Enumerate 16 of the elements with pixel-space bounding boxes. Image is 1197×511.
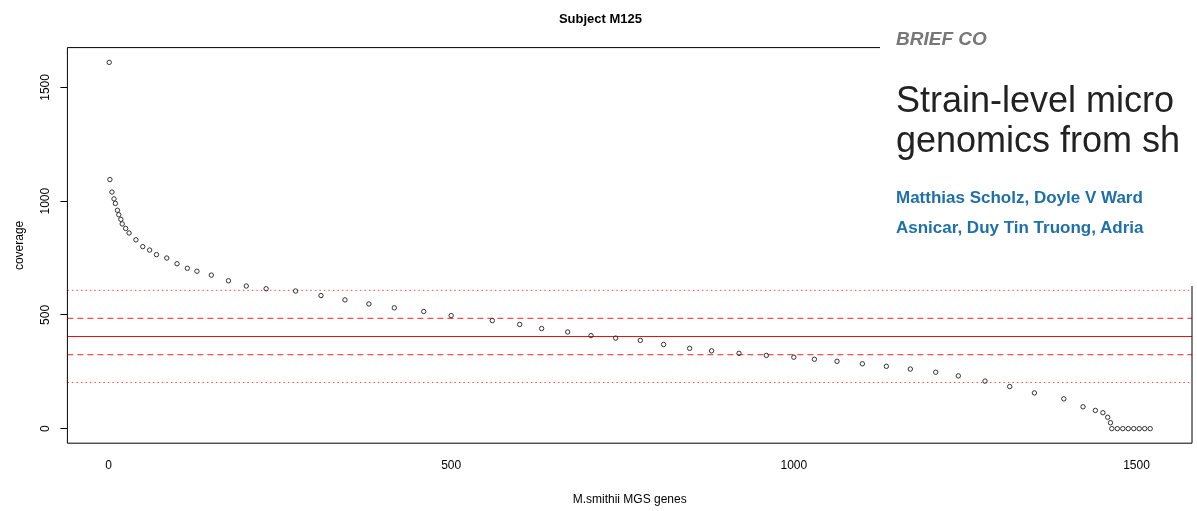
y-axis-title: coverage <box>11 220 26 271</box>
x-tick-label: 500 <box>441 457 462 472</box>
annotation: Matthias Scholz, Doyle V Ward <box>896 188 1144 208</box>
chart-title: Subject M125 <box>558 11 643 27</box>
y-tick-label: 500 <box>37 304 52 325</box>
annotation: Strain-level micro <box>896 79 1176 120</box>
x-axis-title: M.smithii MGS genes <box>572 492 687 507</box>
y-tick-label: 0 <box>37 424 52 432</box>
x-tick-label: 1500 <box>1123 457 1151 472</box>
x-tick-label: 1000 <box>780 457 808 472</box>
y-tick-label: 1500 <box>37 73 52 101</box>
annotation: BRIEF CO <box>896 28 988 50</box>
y-tick-label: 1000 <box>37 187 52 215</box>
annotation: Asnicar, Duy Tin Truong, Adria <box>896 218 1145 238</box>
x-tick-label: 0 <box>105 457 113 472</box>
annotation: genomics from sh <box>896 119 1182 160</box>
